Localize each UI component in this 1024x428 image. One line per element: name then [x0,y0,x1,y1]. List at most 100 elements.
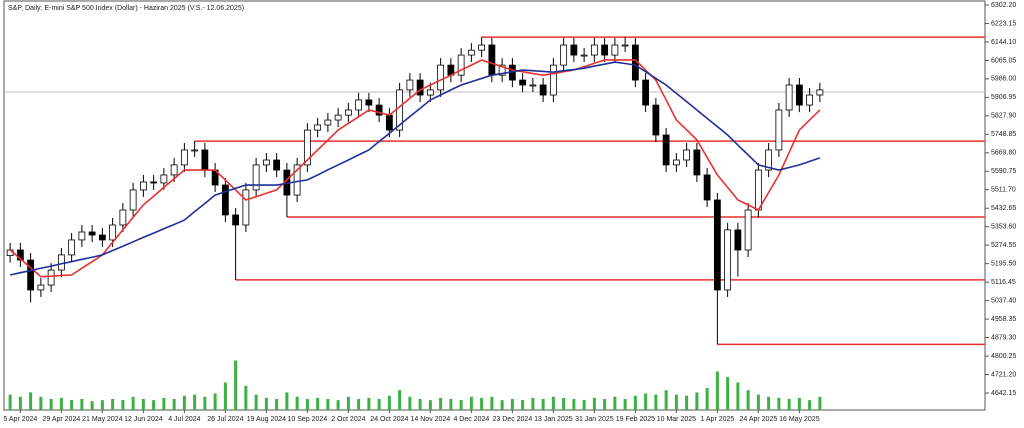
x-tick-label: 19 Feb 2025 [616,416,655,423]
candle-body [68,239,76,256]
volume-bar [797,397,801,410]
y-tick-label: 5827.90 [991,113,1016,120]
volume-bar [685,395,689,410]
candle-body [16,249,24,261]
volume-bar [49,399,53,410]
volume-bar [787,399,791,410]
volume-bar [213,393,217,410]
candle-body [334,114,342,121]
x-tick-label: 12 Jun 2024 [124,416,163,423]
candle-body [662,134,670,166]
volume-bar [726,377,730,410]
volume-bar [418,399,422,410]
volume-bar [603,399,607,410]
volume-bar [818,396,822,410]
y-tick-label: 5986.00 [991,76,1016,83]
y-tick-label: 6223.15 [991,20,1016,27]
volume-bar [367,397,371,410]
volume-bar [633,395,637,410]
x-tick-label: 13 Jan 2025 [534,416,573,423]
volume-bar [264,397,268,410]
volume-bar [715,371,719,410]
candle-body [139,181,147,191]
candle-body [744,209,752,251]
candle-body [365,99,373,106]
y-tick-label: 4642.15 [991,390,1016,397]
volume-bar [705,388,709,410]
volume-bar [234,360,238,410]
volume-bar [90,401,94,410]
candle-body [683,149,691,161]
candle-body [560,44,568,66]
volume-bar [254,394,258,410]
candle-body [621,44,629,47]
y-tick-label: 5274.55 [991,242,1016,249]
volume-bar [582,400,586,410]
volume-bar [736,382,740,410]
volume-bar [70,400,74,410]
volume-bar [285,392,289,410]
x-tick-label: 24 Oct 2024 [370,416,408,423]
volume-bar [767,396,771,410]
candle-body [355,99,363,111]
volume-bar [521,400,525,410]
chart-title: S&P, Daily: E-mini S&P 500 Index (Dollar… [8,5,244,12]
candle-body [765,149,773,171]
x-tick-label: 5 Apr 2024 [3,416,37,423]
volume-bar [562,397,566,410]
volume-bar [305,399,309,410]
volume-bar [572,399,576,410]
volume-bar [377,399,381,410]
candle-body [775,109,783,151]
volume-bar [357,399,361,410]
candle-body [109,224,117,241]
x-tick-label: 4 Dec 2024 [453,416,489,423]
y-tick-label: 5590.75 [991,168,1016,175]
candle-body [437,64,445,91]
volume-bar [193,394,197,410]
volume-bar [131,396,135,410]
volume-bar [203,396,207,410]
candle-body [191,149,199,152]
volume-bar [756,394,760,410]
candle-body [590,44,598,56]
volume-bar [121,400,125,410]
volume-bar [275,399,279,410]
candle-body [242,189,250,226]
x-tick-label: 16 May 2025 [779,416,820,423]
candle-body [385,114,393,131]
candle-body [652,104,660,136]
y-tick-label: 5195.50 [991,261,1016,268]
candle-body [324,119,332,126]
volume-bar [152,400,156,410]
volume-bar [182,395,186,410]
volume-bar [346,396,350,410]
candle-body [580,54,588,57]
x-tick-label: 26 Jul 2024 [207,416,243,423]
volume-bar [500,400,504,410]
candle-body [37,284,45,291]
volume-bar [531,397,535,410]
candle-body [795,84,803,106]
volume-bar [592,397,596,410]
candle-body [406,79,414,91]
volume-bar [59,397,63,410]
volume-bar [162,397,166,410]
candle-body [806,94,814,106]
candle-body [467,49,475,56]
moving-average [9,61,821,276]
volume-bar [141,399,145,410]
volume-bar [39,396,43,410]
candle-body [375,104,383,116]
candle-body [88,231,96,236]
volume-bar [172,399,176,410]
x-tick-label: 19 Aug 2024 [247,416,286,423]
candle-body [672,159,680,166]
y-tick-label: 4721.20 [991,371,1016,378]
volume-bar [777,397,781,410]
x-tick-label: 24 Apr 2025 [739,416,777,423]
x-tick-label: 31 Jan 2025 [575,416,614,423]
volume-bar [490,396,494,410]
candle-body [150,181,158,184]
volume-bar [316,397,320,410]
